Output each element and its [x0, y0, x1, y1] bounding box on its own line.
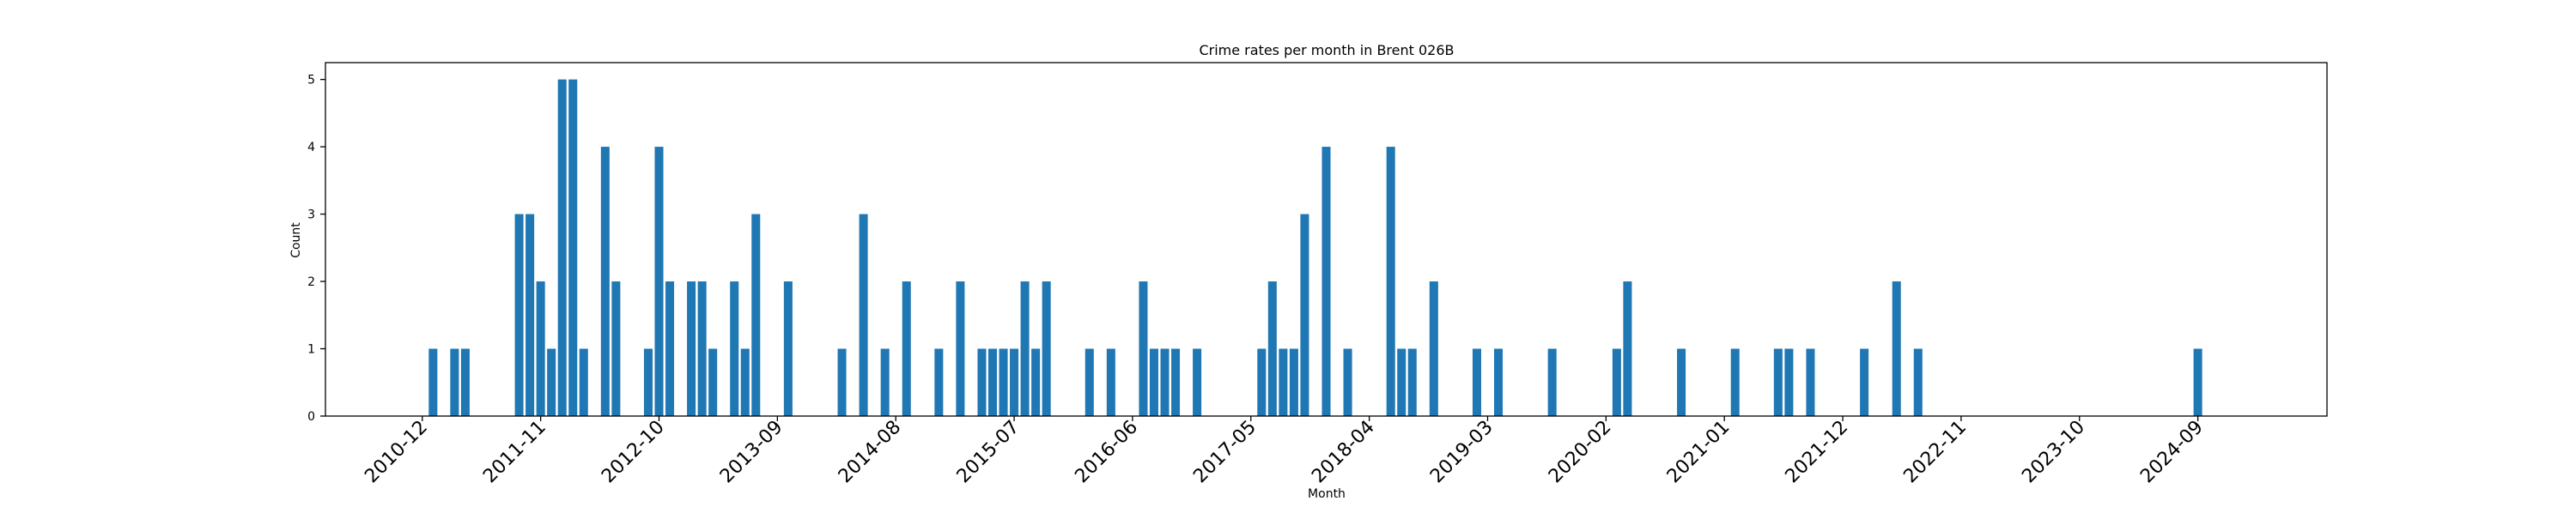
bar — [1031, 348, 1041, 416]
bar — [697, 281, 707, 416]
bar — [1300, 214, 1309, 416]
bar — [1784, 348, 1794, 416]
bar — [708, 348, 718, 416]
bar — [956, 281, 965, 416]
bar — [1677, 348, 1686, 416]
bar — [2193, 348, 2202, 416]
bar — [428, 348, 438, 416]
bar — [1193, 348, 1202, 416]
bar — [1623, 281, 1632, 416]
bar — [1010, 348, 1019, 416]
bar — [1289, 348, 1298, 416]
bar — [536, 281, 545, 416]
bar — [557, 79, 567, 417]
y-tick-label: 4 — [307, 141, 315, 154]
bar — [987, 348, 998, 416]
chart-title: Crime rates per month in Brent 026B — [1199, 42, 1454, 58]
bar — [526, 214, 535, 416]
plot-frame — [325, 62, 2328, 417]
bar — [880, 348, 890, 416]
bar — [600, 147, 610, 416]
bar — [1612, 348, 1621, 416]
bar — [783, 281, 793, 416]
y-tick-label: 3 — [307, 208, 315, 222]
bar — [1257, 348, 1267, 416]
bars-group — [428, 79, 2202, 417]
bar — [514, 214, 524, 416]
bar — [654, 147, 664, 416]
y-axis-label: Count — [289, 222, 303, 258]
bar — [1171, 348, 1181, 416]
bar — [837, 348, 847, 416]
bar — [999, 348, 1008, 416]
bar — [1020, 281, 1030, 416]
bar — [460, 348, 470, 416]
bar — [730, 281, 739, 416]
bar — [643, 348, 653, 416]
bar — [568, 79, 578, 417]
bar — [934, 348, 944, 416]
bar — [687, 281, 696, 416]
bar — [1806, 348, 1815, 416]
bar — [450, 348, 459, 416]
bar — [1042, 281, 1051, 416]
bar — [1860, 348, 1869, 416]
bar — [859, 214, 868, 416]
bar — [1429, 281, 1438, 416]
bar — [740, 348, 750, 416]
bar — [1084, 348, 1094, 416]
bar — [1547, 348, 1557, 416]
bar — [1397, 348, 1406, 416]
bar — [1407, 348, 1417, 416]
y-tick-label: 1 — [307, 343, 315, 357]
bar — [1386, 147, 1395, 416]
bar — [1472, 348, 1481, 416]
bar — [1892, 281, 1901, 416]
y-tick-label: 0 — [307, 410, 315, 424]
bar — [611, 281, 621, 416]
bar — [1267, 281, 1277, 416]
bar — [977, 348, 987, 416]
bar — [1160, 348, 1170, 416]
bar — [1494, 348, 1504, 416]
bar — [1343, 348, 1352, 416]
bar — [1321, 147, 1331, 416]
bar — [751, 214, 761, 416]
bar — [1773, 348, 1783, 416]
bar — [1149, 348, 1158, 416]
bar — [547, 348, 556, 416]
y-ticks-group: 0 1 2 3 4 5 — [307, 74, 325, 424]
bar — [1730, 348, 1740, 416]
bar — [579, 348, 588, 416]
y-tick-label: 5 — [307, 74, 315, 88]
bar — [1106, 348, 1115, 416]
bar — [1139, 281, 1148, 416]
bar — [665, 281, 675, 416]
bar — [902, 281, 911, 416]
x-axis-label: Month — [1308, 487, 1346, 501]
y-tick-label: 2 — [307, 275, 315, 289]
bar — [1913, 348, 1923, 416]
bar — [1279, 348, 1288, 416]
